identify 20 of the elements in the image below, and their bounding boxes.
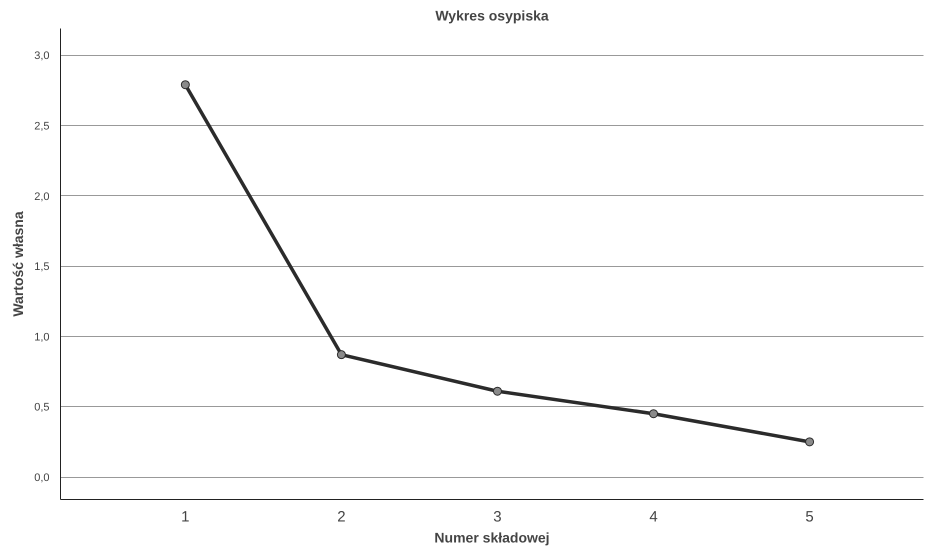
y-tick-label: 1,5 [34, 261, 50, 274]
y-tick-label: 0,0 [34, 472, 50, 484]
chart-title: Wykres osypiska [435, 8, 549, 24]
y-tick-label: 3,0 [34, 50, 50, 62]
x-tick-label: 1 [181, 508, 190, 526]
point [805, 437, 814, 446]
point [180, 80, 190, 90]
x-tick-label: 2 [337, 508, 346, 526]
x-tick-label: 4 [649, 508, 658, 526]
x-tick-label: 3 [493, 508, 502, 526]
x-tick-label: 5 [805, 508, 814, 526]
y-tick-label: 2,5 [34, 120, 50, 133]
point [336, 350, 346, 360]
y-tick-label: 2,0 [34, 190, 50, 203]
point [492, 386, 502, 396]
point [649, 409, 658, 418]
y-tick-label: 0,5 [34, 402, 50, 414]
y-tick-label: 1,0 [34, 331, 50, 344]
y-axis-title: Wartość własna [10, 211, 26, 317]
x-axis-title: Numer składowej [434, 530, 550, 546]
